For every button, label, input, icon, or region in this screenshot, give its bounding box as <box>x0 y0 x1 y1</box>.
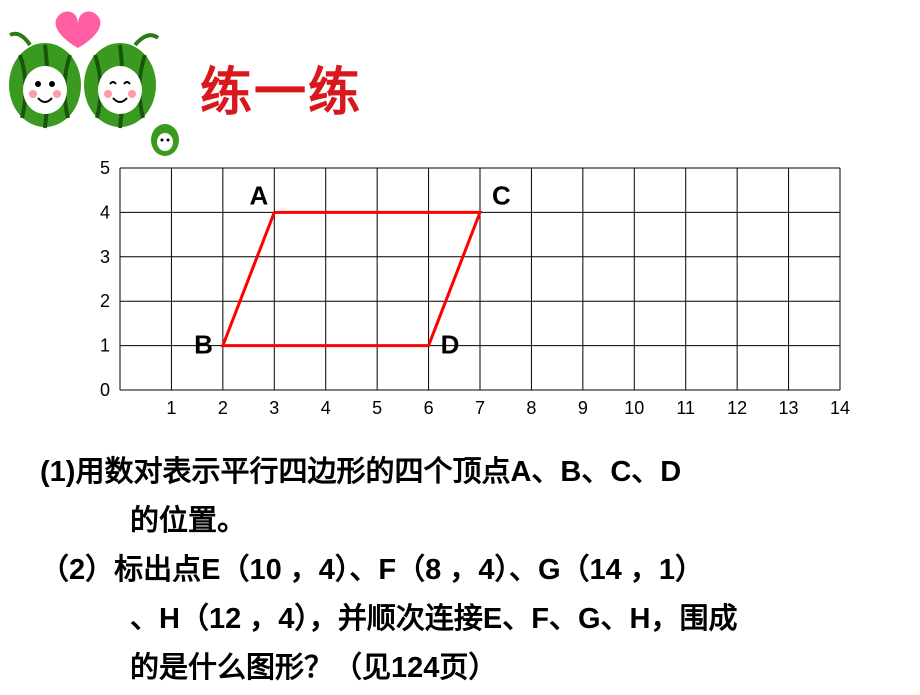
svg-text:5: 5 <box>100 160 110 178</box>
svg-text:C: C <box>492 180 511 210</box>
svg-text:13: 13 <box>779 398 799 418</box>
coordinate-grid-chart: 1234567891011121314012345ABCD <box>80 160 850 420</box>
question-2-line-1: （2）标出点E（10 ，4）、F（8 ，4）、G（14 ，1） <box>40 548 880 593</box>
q2-prefix: （2） <box>40 554 114 586</box>
svg-text:3: 3 <box>269 398 279 418</box>
svg-text:14: 14 <box>830 398 850 418</box>
svg-text:11: 11 <box>676 398 695 418</box>
question-block: (1)用数对表示平行四边形的四个顶点A、B、C、D 的位置。 （2）标出点E（1… <box>40 450 880 695</box>
svg-text:10: 10 <box>624 398 644 418</box>
question-2-line-3: 的是什么图形？（见124页） <box>40 646 880 691</box>
mascot-image <box>0 0 180 160</box>
q1-prefix: (1) <box>40 456 75 488</box>
svg-text:4: 4 <box>100 202 110 222</box>
svg-text:6: 6 <box>424 398 434 418</box>
svg-text:A: A <box>250 180 269 210</box>
svg-text:1: 1 <box>100 336 110 356</box>
svg-text:1: 1 <box>166 398 176 418</box>
svg-text:5: 5 <box>372 398 382 418</box>
question-1-line-2: 的位置。 <box>40 499 880 544</box>
question-2-line-2: 、H（12 ，4），并顺次连接E、F、G、H，围成 <box>40 597 880 642</box>
q1-text: 用数对表示平行四边形的四个顶点A、B、C、D <box>75 456 681 488</box>
svg-text:7: 7 <box>475 398 485 418</box>
svg-text:0: 0 <box>100 380 110 400</box>
svg-text:D: D <box>441 330 460 360</box>
q2-text: 标出点E（10 ，4）、F（8 ，4）、G（14 ，1） <box>114 554 704 586</box>
svg-text:8: 8 <box>526 398 536 418</box>
svg-text:2: 2 <box>218 398 228 418</box>
question-1-line-1: (1)用数对表示平行四边形的四个顶点A、B、C、D <box>40 450 880 495</box>
page-title: 练一练 <box>200 50 362 125</box>
svg-text:B: B <box>194 330 213 360</box>
svg-text:2: 2 <box>100 291 110 311</box>
svg-text:3: 3 <box>100 247 110 267</box>
svg-text:4: 4 <box>321 398 331 418</box>
svg-text:12: 12 <box>727 398 747 418</box>
svg-text:9: 9 <box>578 398 588 418</box>
